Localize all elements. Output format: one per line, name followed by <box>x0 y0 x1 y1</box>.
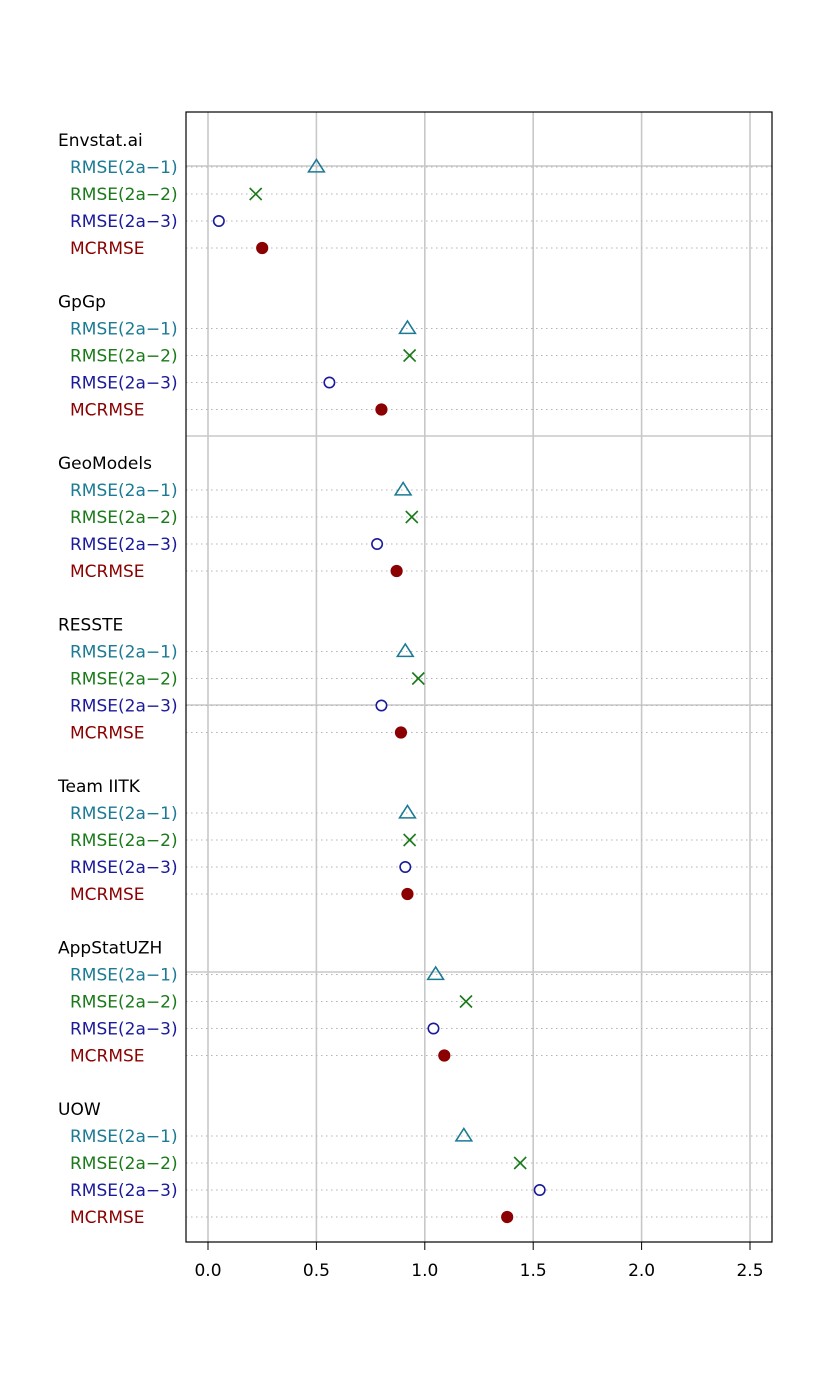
point-triangle <box>426 965 445 981</box>
metric-label: RMSE(2a−3) <box>70 1181 178 1201</box>
metric-label: RMSE(2a−2) <box>70 347 178 367</box>
metric-label: RMSE(2a−1) <box>70 804 178 824</box>
x-tick-label: 0.5 <box>303 1261 330 1281</box>
x-tick-label: 0.0 <box>194 1261 221 1281</box>
group-label: AppStatUZH <box>58 939 162 959</box>
point-filled-circle <box>375 403 388 416</box>
metric-label: RMSE(2a−1) <box>70 1127 178 1147</box>
group-label: RESSTE <box>58 616 123 636</box>
metric-label: MCRMSE <box>70 401 145 421</box>
metric-label: MCRMSE <box>70 239 145 259</box>
grid-layer <box>186 112 772 1242</box>
point-circle <box>399 860 412 873</box>
point-triangle <box>395 642 415 658</box>
point-triangle <box>454 1127 474 1142</box>
point-triangle <box>398 804 417 819</box>
metric-label: RMSE(2a−3) <box>70 374 178 394</box>
point-cross <box>513 1156 527 1170</box>
point-triangle <box>393 481 413 496</box>
point-circle <box>371 537 384 550</box>
point-filled-circle <box>401 887 414 901</box>
metric-label: RMSE(2a−2) <box>70 670 178 690</box>
point-filled-circle <box>394 726 408 739</box>
point-circle <box>375 699 388 712</box>
metric-label: MCRMSE <box>70 562 145 582</box>
metric-label: RMSE(2a−3) <box>70 858 178 878</box>
metric-label: RMSE(2a−3) <box>70 1020 178 1040</box>
point-cross <box>403 348 417 363</box>
point-cross <box>459 994 473 1009</box>
point-circle <box>533 1184 546 1197</box>
metric-label: RMSE(2a−2) <box>70 993 178 1013</box>
metric-label: RMSE(2a−2) <box>70 1154 178 1174</box>
group-label: GeoModels <box>58 454 152 474</box>
group-label: UOW <box>58 1100 101 1120</box>
point-filled-circle <box>256 241 269 255</box>
metric-label: MCRMSE <box>70 885 145 905</box>
group-label: Team IITK <box>57 777 141 797</box>
point-cross <box>249 187 263 201</box>
metric-label: RMSE(2a−1) <box>70 481 178 501</box>
point-triangle <box>398 319 417 335</box>
metric-label: RMSE(2a−2) <box>70 185 178 205</box>
x-axis-ticks-layer: 0.0 0.5 1.0 1.5 2.0 2.5 <box>194 1242 764 1281</box>
point-filled-circle <box>438 1049 451 1062</box>
plot-frame <box>185 111 773 1243</box>
row-lines-layer <box>186 166 772 1218</box>
point-circle <box>323 376 336 389</box>
row-labels-layer: Envstat.ai RMSE(2a−1) RMSE(2a−2) RMSE(2a−3)… <box>57 131 178 1228</box>
metric-label: RMSE(2a−1) <box>70 320 178 340</box>
metric-label: RMSE(2a−2) <box>70 508 178 528</box>
x-tick-label: 1.5 <box>520 1261 547 1281</box>
data-points-layer <box>212 158 546 1224</box>
x-tick-label: 2.5 <box>736 1261 763 1281</box>
point-filled-circle <box>390 564 403 578</box>
metric-label: RMSE(2a−1) <box>70 966 178 986</box>
metric-label: MCRMSE <box>70 724 145 744</box>
metric-label: RMSE(2a−1) <box>70 158 178 178</box>
metric-label: RMSE(2a−2) <box>70 831 178 851</box>
metric-label: RMSE(2a−3) <box>70 212 178 232</box>
x-tick-label: 1.0 <box>411 1261 438 1281</box>
metric-label: RMSE(2a−3) <box>70 697 178 717</box>
point-filled-circle <box>501 1210 514 1224</box>
point-circle <box>427 1022 440 1035</box>
metric-label: RMSE(2a−3) <box>70 535 178 555</box>
point-circle <box>212 215 225 228</box>
metric-label: RMSE(2a−1) <box>70 643 178 663</box>
point-cross <box>411 671 425 686</box>
group-label: GpGp <box>58 293 106 313</box>
group-label: Envstat.ai <box>58 131 143 151</box>
x-tick-label: 2.0 <box>628 1261 655 1281</box>
point-cross <box>405 510 419 524</box>
point-triangle <box>307 158 326 173</box>
metric-label: MCRMSE <box>70 1208 145 1228</box>
point-cross <box>403 833 417 847</box>
metric-label: MCRMSE <box>70 1047 145 1067</box>
